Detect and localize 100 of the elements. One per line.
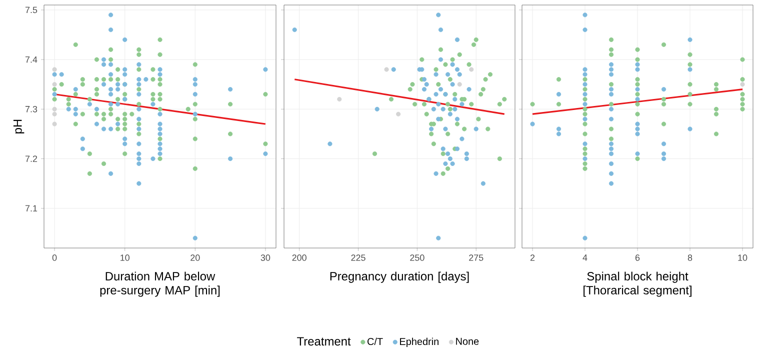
point [466,87,472,92]
point [486,126,490,132]
point [446,166,450,171]
point [502,96,507,102]
point [429,126,434,132]
point [454,37,460,42]
point [474,126,478,132]
point [635,96,640,102]
point [635,57,640,62]
point [480,181,486,186]
point [608,136,614,142]
x-tick-label: 275 [469,254,484,261]
point [446,132,450,136]
point [661,87,666,92]
point [497,102,502,106]
point [388,96,394,102]
point [714,87,719,92]
point [608,52,614,57]
point [635,82,640,87]
point [582,12,588,18]
point [460,136,464,142]
y-tick-label: 7.4 [25,56,38,63]
point [469,67,474,72]
legend-label: Ephedrin [400,338,438,348]
point [608,146,614,152]
point [374,106,380,112]
point [466,62,472,67]
point [450,57,455,62]
point [582,166,588,171]
x-tick-label: 10 [738,254,748,261]
y-tick-label: 7.5 [25,6,38,14]
point [635,77,640,82]
point [452,106,458,112]
point [661,151,666,156]
point [429,132,434,136]
point [434,92,438,97]
point [464,156,469,162]
point [635,87,640,92]
point [582,92,588,97]
point [582,87,588,92]
point [443,126,448,132]
x-axis-title: Duration MAP below pre-surgery MAP [min] [100,272,220,297]
point [384,67,389,72]
point [556,77,562,82]
point [688,37,692,42]
point [431,106,436,112]
point [582,82,588,87]
x-tick-label: 4 [582,254,588,261]
point [740,57,745,62]
point [450,161,455,166]
point [635,102,640,106]
point [608,72,614,77]
point [52,112,57,116]
point [688,67,692,72]
point [424,82,429,87]
point [740,102,745,106]
point [422,87,427,92]
point [608,151,614,156]
point [438,47,444,52]
point [582,146,588,152]
y-tick-label: 7.1 [25,205,38,212]
point [396,112,401,116]
point [474,37,478,42]
point [464,151,469,156]
point [608,181,614,186]
point [530,102,535,106]
point [582,132,588,136]
point [661,156,666,162]
point [608,62,614,67]
point [635,62,640,67]
point [434,67,438,72]
point [478,92,484,97]
point [328,142,332,146]
point [391,67,396,72]
point [608,126,614,132]
point [446,151,450,156]
point [740,96,745,102]
x-axis-title: Pregnancy duration [days] [330,272,469,283]
point [582,102,588,106]
point [476,116,481,122]
point [460,102,464,106]
point [582,151,588,156]
point [438,57,444,62]
point [582,156,588,162]
point [608,106,614,112]
point [582,77,588,82]
point [448,77,452,82]
point [457,82,462,87]
point [635,126,640,132]
point [422,77,427,82]
point [452,96,458,102]
point [688,126,692,132]
point [608,116,614,122]
point [452,92,458,97]
point [443,62,448,67]
x-tick-label: 2 [530,254,535,261]
point [440,171,446,176]
x-tick-label: 200 [292,254,306,261]
point [457,72,462,77]
point [530,122,535,126]
